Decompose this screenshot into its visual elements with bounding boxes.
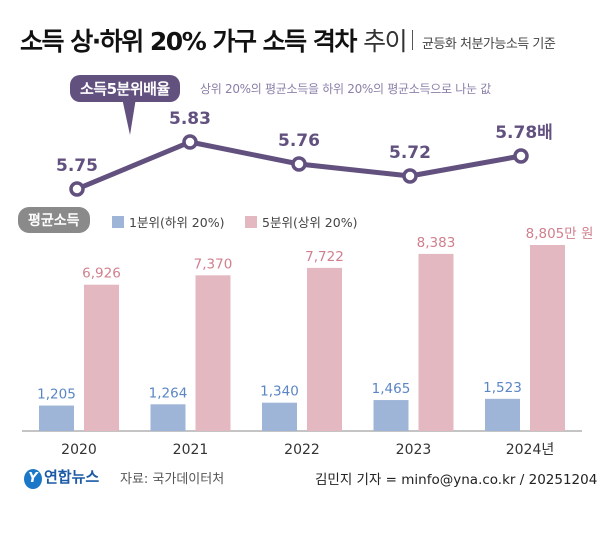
bar-label-q1: 1,523 — [483, 380, 522, 396]
bar-label-q1: 1,264 — [149, 385, 188, 401]
average-income-tag: 평균소득 — [18, 207, 90, 233]
logo-text: 연합뉴스 — [44, 468, 100, 486]
ratio-label: 5.78배 — [495, 123, 553, 143]
credit: 김민지 기자 = minfo@yna.co.kr / 20251204 — [315, 472, 598, 488]
page-title: 소득 상·하위 20% 가구 소득 격차 추이 — [20, 22, 408, 58]
bar-label-q5: 7,722 — [305, 249, 344, 265]
bar-q5 — [530, 245, 565, 431]
bar-q1 — [373, 400, 409, 431]
bar-q5 — [307, 267, 342, 431]
bar-q5 — [84, 284, 119, 431]
ratio-label: 5.75 — [56, 156, 98, 176]
bar-label-q1: 1,205 — [37, 387, 76, 403]
bar-label-q5: 8,805만 원 — [526, 226, 594, 242]
logo-icon: Y — [24, 469, 42, 489]
bar-q1 — [485, 398, 520, 431]
legend-swatch — [245, 216, 257, 228]
x-tick-label: 2021 — [173, 442, 209, 458]
x-tick-label: 2023 — [396, 442, 432, 458]
bar-q5 — [195, 275, 231, 431]
ratio-point — [291, 156, 307, 172]
x-tick-label: 2020 — [61, 442, 97, 458]
bar-q1 — [39, 405, 74, 431]
ratio-point — [69, 181, 85, 197]
ratio-point — [182, 134, 198, 150]
logo: Y 연합뉴스 — [24, 466, 99, 489]
ratio-tag: 소득5분위배율 — [70, 75, 180, 102]
legend-swatch — [112, 216, 124, 228]
source: 자료: 국가데이터처 — [120, 472, 225, 487]
ratio-point — [402, 168, 418, 184]
legend-item-q5: 5분위(상위 20%) — [245, 212, 357, 231]
bar-q1 — [150, 404, 186, 431]
legend-label: 1분위(하위 20%) — [129, 215, 225, 230]
title-divider — [412, 30, 413, 50]
bar-q5 — [418, 253, 454, 431]
bar-label-q1: 1,465 — [372, 381, 411, 397]
bar-label-q1: 1,340 — [260, 384, 299, 400]
ratio-label: 5.72 — [389, 143, 431, 163]
title-suffix: 추이 — [363, 27, 408, 56]
bar-label-q5: 8,383 — [417, 235, 456, 251]
legend-label: 5분위(상위 20%) — [262, 215, 358, 230]
x-tick-label: 2024년 — [506, 442, 555, 458]
ratio-label: 5.83 — [169, 109, 211, 129]
legend-item-q1: 1분위(하위 20%) — [112, 212, 224, 231]
ratio-note: 상위 20%의 평균소득을 하위 20%의 평균소득으로 나눈 값 — [200, 82, 491, 96]
bar-q1 — [262, 402, 297, 431]
x-tick-label: 2022 — [284, 442, 320, 458]
tag-pointer — [122, 98, 136, 135]
ratio-label: 5.76 — [278, 131, 320, 151]
title-main: 소득 상·하위 20% 가구 소득 격차 — [20, 27, 357, 56]
bar-label-q5: 6,926 — [82, 266, 121, 282]
subtitle: 균등화 처분가능소득 기준 — [422, 37, 556, 52]
ratio-point — [513, 148, 529, 164]
bar-label-q5: 7,370 — [194, 256, 233, 272]
